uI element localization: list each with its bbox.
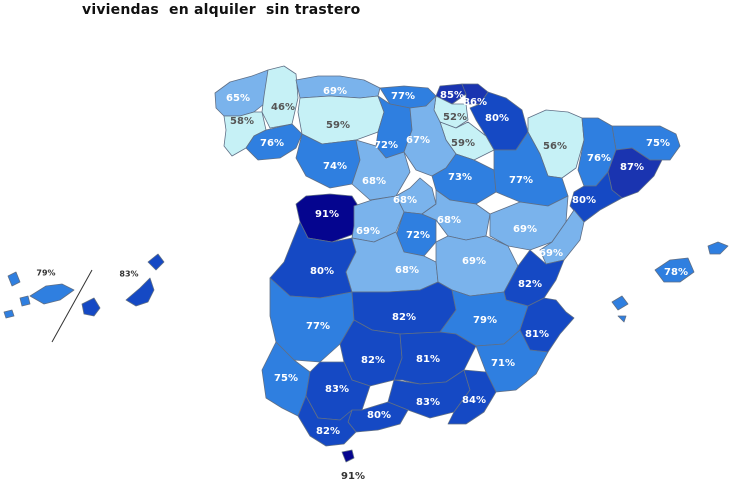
value-label-badajoz: 77% [306, 321, 330, 332]
value-label-lugo: 46% [271, 102, 295, 113]
value-label-barcelona: 87% [620, 162, 644, 173]
province-illes-balears[interactable] [654, 257, 695, 283]
value-label-bizkaia: 85% [440, 90, 464, 101]
value-label-teruel: 69% [513, 224, 537, 235]
value-label-jaen: 81% [416, 354, 440, 365]
value-label-soria: 73% [448, 172, 472, 183]
value-label-pontevedra: 58% [230, 116, 254, 127]
province-alicante[interactable] [519, 297, 575, 353]
value-label-a-coruna: 65% [226, 93, 250, 104]
value-label-burgos: 67% [406, 135, 430, 146]
value-label-santa-cruz-de-tenerife: 79% [36, 269, 55, 278]
value-label-caceres: 80% [310, 266, 334, 277]
la-palma-island [7, 271, 21, 287]
value-label-ciudad-real: 82% [392, 312, 416, 323]
value-label-ourense: 76% [260, 138, 284, 149]
value-label-valencia: 82% [518, 279, 542, 290]
value-label-illes-balears: 78% [664, 267, 688, 278]
gran-canaria-island [81, 297, 101, 317]
province-lugo[interactable] [261, 65, 299, 129]
value-label-girona: 75% [646, 138, 670, 149]
province-valladolid[interactable] [351, 139, 411, 201]
value-label-guadalajara: 68% [437, 215, 461, 226]
ibiza-island [611, 295, 629, 311]
value-label-cuenca: 69% [462, 256, 486, 267]
value-label-granada: 83% [416, 397, 440, 408]
menorca-island [707, 241, 729, 255]
value-label-zamora: 74% [323, 161, 347, 172]
value-label-toledo: 68% [395, 265, 419, 276]
value-label-alicante: 81% [525, 329, 549, 340]
value-label-cordoba: 82% [361, 355, 385, 366]
value-label-navarra: 80% [485, 113, 509, 124]
value-label-alava: 52% [443, 112, 467, 123]
province-almeria[interactable] [447, 369, 497, 425]
value-label-segovia: 68% [393, 195, 417, 206]
province-tarragona[interactable] [569, 171, 623, 223]
value-label-cantabria: 77% [391, 91, 415, 102]
value-label-murcia: 71% [491, 358, 515, 369]
value-label-castellon: 69% [539, 248, 563, 259]
value-label-malaga: 80% [367, 410, 391, 421]
value-label-cadiz: 82% [316, 426, 340, 437]
value-label-la-rioja: 59% [451, 138, 475, 149]
value-label-sevilla: 83% [325, 384, 349, 395]
value-label-ceuta: 91% [341, 471, 365, 482]
value-label-huesca: 56% [543, 141, 567, 152]
value-label-palencia: 72% [374, 140, 398, 151]
lanzarote-island [147, 253, 165, 271]
value-label-zaragoza: 77% [509, 175, 533, 186]
value-label-tarragona: 80% [572, 195, 596, 206]
value-label-lleida: 76% [587, 153, 611, 164]
province-cadiz[interactable] [297, 395, 357, 447]
value-label-asturias: 69% [323, 86, 347, 97]
value-label-madrid: 72% [406, 230, 430, 241]
province-zaragoza[interactable] [493, 131, 569, 207]
province-ceuta[interactable] [341, 449, 355, 463]
value-label-gipuzkoa: 86% [463, 97, 487, 108]
value-label-albacete: 79% [473, 315, 497, 326]
value-label-avila: 69% [356, 226, 380, 237]
gomera-island [19, 295, 31, 307]
value-label-valladolid: 68% [362, 176, 386, 187]
province-las-palmas[interactable] [125, 277, 155, 307]
hierro-island [3, 309, 15, 319]
map-title: viviendas en alquiler sin trastero [82, 2, 361, 18]
value-label-huelva: 75% [274, 373, 298, 384]
value-label-las-palmas: 83% [119, 270, 138, 279]
canary-divider-line [51, 269, 93, 343]
formentera-island [617, 315, 627, 323]
value-label-salamanca: 91% [315, 209, 339, 220]
province-santa-cruz-de-tenerife[interactable] [29, 283, 75, 305]
value-label-leon: 59% [326, 120, 350, 131]
value-label-almeria: 84% [462, 395, 486, 406]
